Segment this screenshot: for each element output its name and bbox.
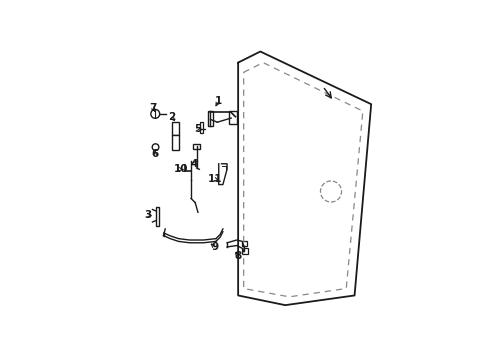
Text: 11: 11 bbox=[207, 174, 222, 184]
FancyBboxPatch shape bbox=[172, 135, 179, 150]
FancyBboxPatch shape bbox=[208, 111, 212, 126]
Text: 1: 1 bbox=[215, 96, 222, 106]
Text: 10: 10 bbox=[173, 164, 187, 174]
Text: 4: 4 bbox=[190, 159, 198, 169]
Text: 5: 5 bbox=[194, 123, 201, 134]
FancyBboxPatch shape bbox=[229, 111, 237, 125]
FancyBboxPatch shape bbox=[171, 122, 179, 135]
Text: 9: 9 bbox=[211, 242, 218, 252]
Text: 7: 7 bbox=[149, 103, 157, 113]
FancyBboxPatch shape bbox=[242, 248, 248, 254]
FancyBboxPatch shape bbox=[156, 207, 159, 226]
Text: 3: 3 bbox=[143, 210, 151, 220]
Text: 8: 8 bbox=[234, 251, 241, 261]
Text: 6: 6 bbox=[151, 149, 158, 159]
FancyBboxPatch shape bbox=[199, 122, 203, 133]
Text: 2: 2 bbox=[168, 112, 175, 122]
FancyBboxPatch shape bbox=[242, 242, 247, 246]
FancyBboxPatch shape bbox=[193, 144, 200, 149]
